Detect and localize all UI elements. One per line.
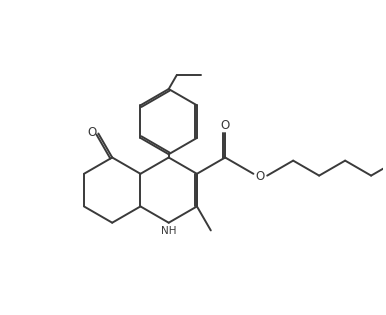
Text: O: O	[220, 119, 230, 132]
Text: O: O	[255, 170, 264, 183]
Text: NH: NH	[161, 226, 176, 236]
Text: O: O	[87, 126, 96, 139]
